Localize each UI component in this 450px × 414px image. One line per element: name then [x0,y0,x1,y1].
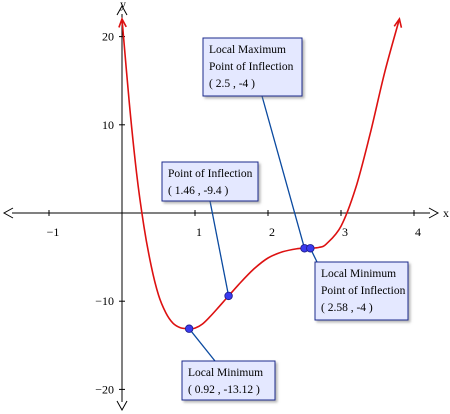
callout-box: Local Minimum ( 0.92 , -13.12 ) [181,360,276,401]
callout-box: Local Minimum Point of Inflection ( 2.58 ,… [314,261,409,321]
callout-label: ( 0.92 , -13.12 ) [188,384,260,396]
critical-point-marker [184,324,194,333]
y-axis-title: y [120,0,126,11]
callout-label: ( 1.46 , -9.4 ) [168,185,229,197]
callout-box: Local Maximum Point of Inflection ( 2.5 , … [202,37,303,97]
callout-box: Point of Inflection ( 1.46 , -9.4 ) [161,161,259,202]
leader-line [188,328,216,362]
critical-point-marker [306,244,315,253]
x-axis-right-arrow [428,207,440,219]
callout-label: Local Maximum [209,44,286,56]
critical-point-marker [224,291,233,301]
leader-line [209,200,230,297]
y-tick-label: −20 [95,382,114,396]
callout-label: Point of Inflection [168,168,253,180]
curve-left-arrow [118,17,127,28]
callouts: Local Minimum ( 0.92 , -13.12 ) Point of I… [161,37,409,401]
x-tick-label: 3 [342,225,348,239]
callout-label: Local Minimum [321,268,396,280]
callout-background [202,37,303,97]
x-axis-title: x [443,206,449,220]
x-tick-label: 2 [269,225,275,239]
callout-label: ( 2.5 , -4 ) [209,78,255,90]
points-layer [184,244,315,333]
leader-line [261,95,306,249]
leader-lines [188,95,319,362]
y-tick-label: −10 [95,294,114,308]
callout-background [181,360,276,401]
x-tick-label: −1 [47,225,60,239]
y-tick-label: 20 [102,30,114,44]
callout-label: Local Minimum [188,367,263,379]
callout-label: Point of Inflection [209,61,294,73]
callout-background [161,161,259,202]
curve-right-arrow [393,17,403,28]
y-tick-label: 10 [102,118,114,132]
y-axis-top-arrow [116,4,128,16]
callout-background [314,261,409,321]
x-tick-label: 4 [415,225,421,239]
callout-label: Point of Inflection [321,285,406,297]
x-axis-left-arrow [2,207,14,219]
y-axis-bottom-arrow [116,400,128,412]
callout-label: ( 2.58 , -4 ) [321,302,373,314]
x-tick-label: 1 [196,225,202,239]
